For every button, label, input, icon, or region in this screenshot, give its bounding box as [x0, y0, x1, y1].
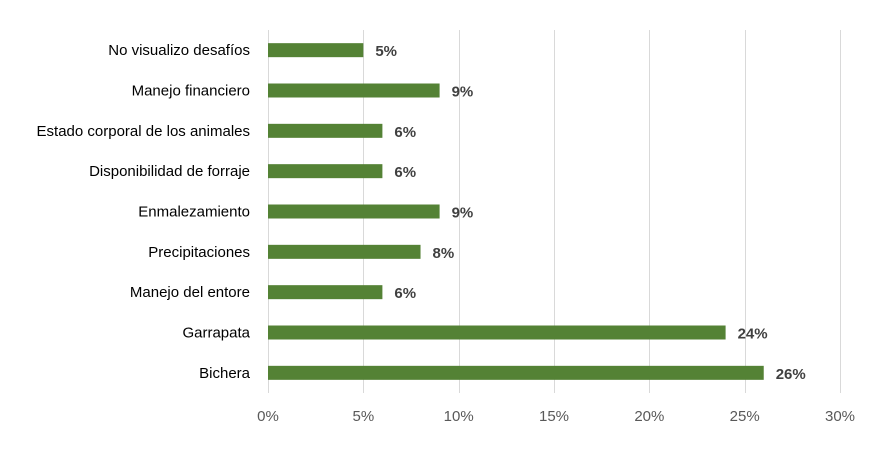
data-label: 6% [394, 124, 416, 141]
data-label: 24% [738, 326, 768, 343]
category-label: Disponibilidad de forraje [89, 163, 250, 180]
bar [268, 43, 364, 58]
category-label: Enmalezamiento [138, 204, 250, 221]
bar [268, 244, 421, 259]
bar [268, 123, 383, 138]
bar [268, 83, 440, 98]
bar [268, 285, 383, 300]
data-label: 9% [452, 84, 474, 101]
bar [268, 365, 764, 380]
x-tick-label: 0% [257, 408, 279, 425]
x-tick-label: 25% [730, 408, 760, 425]
bar [268, 204, 440, 219]
category-label: Estado corporal de los animales [37, 123, 250, 140]
x-axis-tick-labels: 0% 5% 10% 15% 20% 25% 30% [257, 408, 855, 425]
x-tick-label: 20% [634, 408, 664, 425]
data-label: 8% [433, 245, 455, 262]
data-labels: 5% 9% 6% 6% 9% 8% 6% 24% 26% [375, 43, 805, 383]
category-label: Manejo del entore [130, 284, 250, 301]
data-label: 6% [394, 285, 416, 302]
x-tick-label: 15% [539, 408, 569, 425]
category-label: Bichera [199, 365, 251, 382]
data-label: 9% [452, 205, 474, 222]
x-tick-label: 10% [444, 408, 474, 425]
x-tick-label: 5% [352, 408, 374, 425]
category-label: Manejo financiero [132, 83, 250, 100]
bar [268, 164, 383, 179]
bars [268, 43, 764, 380]
data-label: 5% [375, 43, 397, 60]
data-label: 26% [776, 366, 806, 383]
category-label: Garrapata [182, 325, 250, 342]
category-labels: No visualizo desafíos Manejo financiero Es… [37, 42, 251, 382]
x-tick-label: 30% [825, 408, 855, 425]
category-label: Precipitaciones [148, 244, 250, 261]
bar [268, 325, 726, 340]
data-label: 6% [394, 164, 416, 181]
category-label: No visualizo desafíos [108, 42, 250, 59]
